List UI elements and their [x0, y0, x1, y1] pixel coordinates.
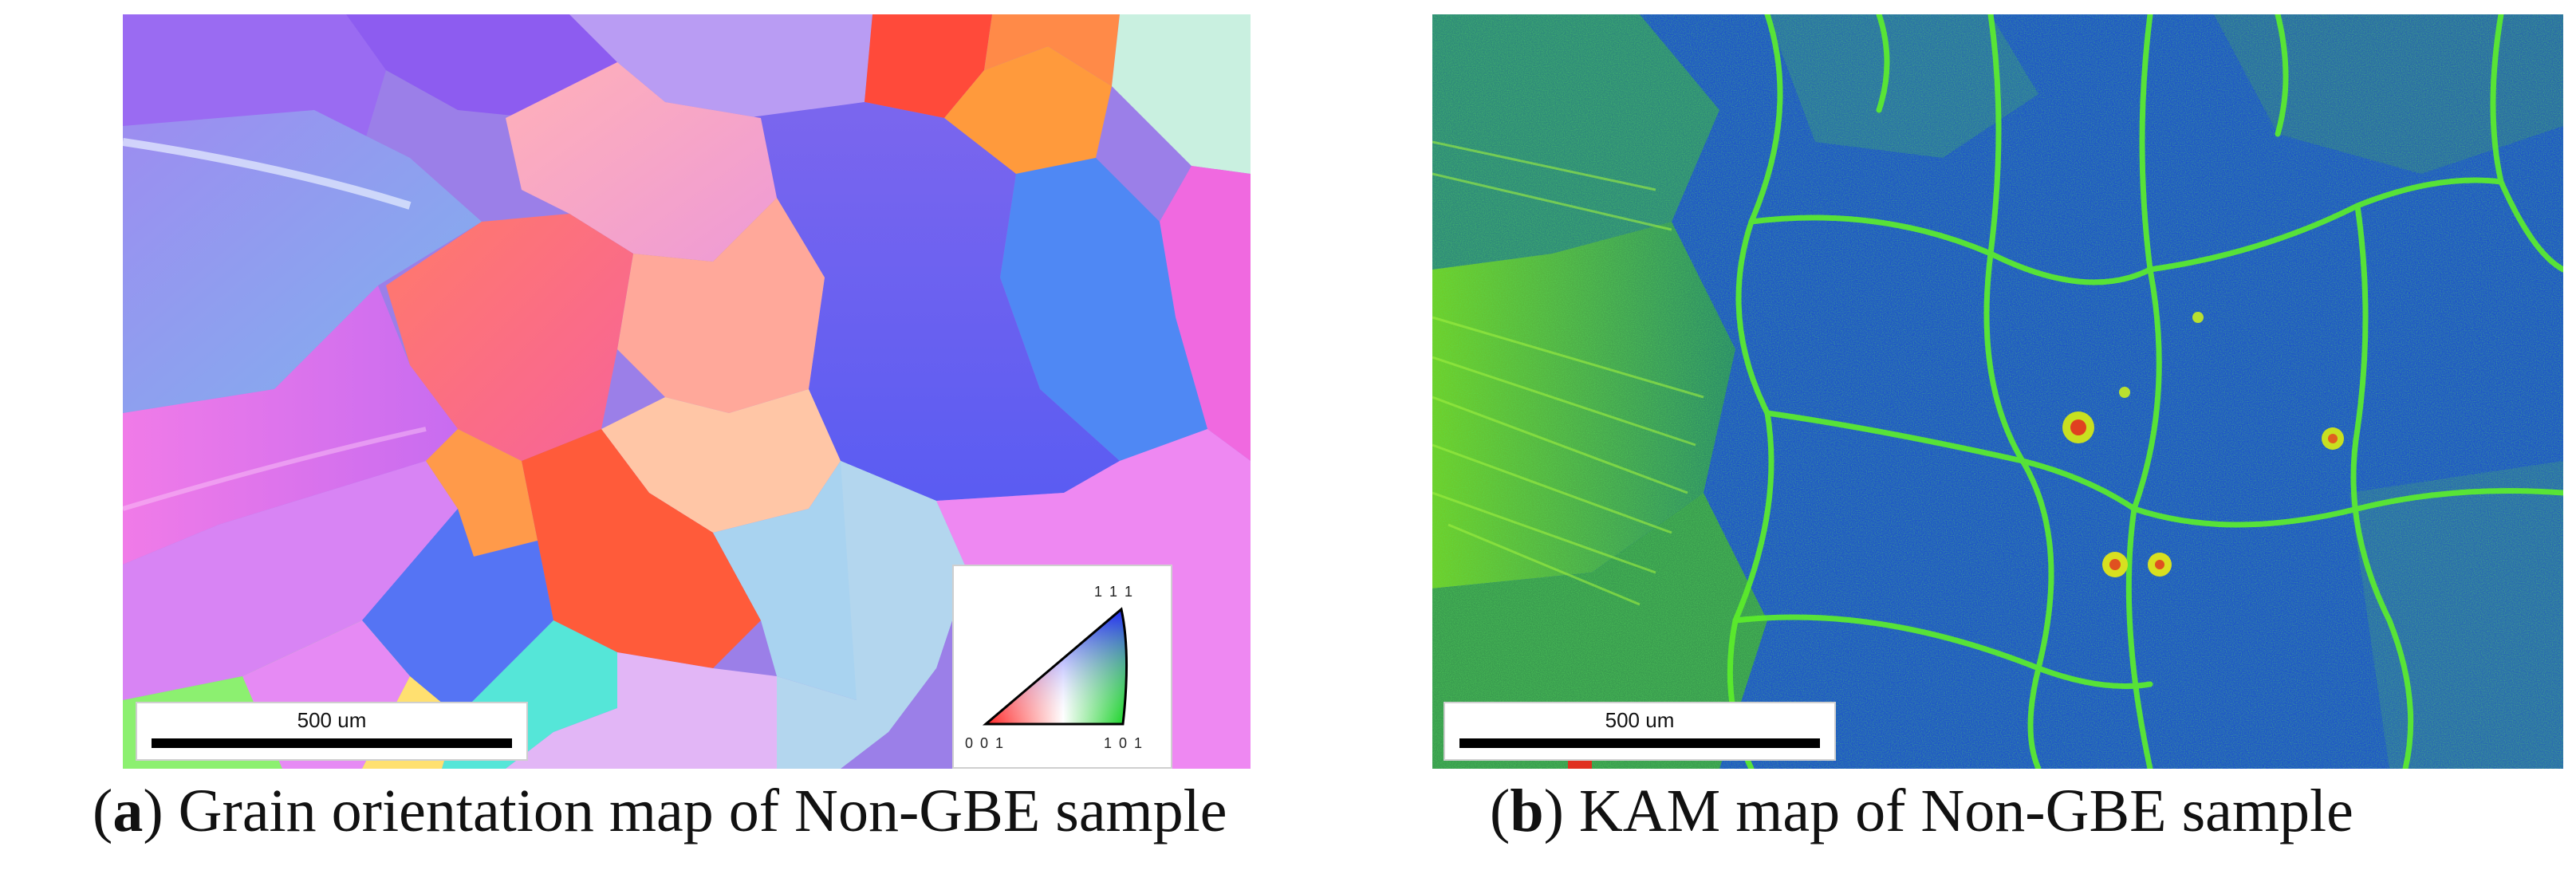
caption-b: (b) KAM map of Non-GBE sample: [1490, 777, 2353, 846]
caption-b-open: (: [1490, 777, 1511, 844]
ipf-label-101: 1 0 1: [1104, 735, 1144, 751]
scale-bar-line: [1459, 738, 1820, 748]
ipf-label-111: 1 1 1: [1094, 584, 1135, 600]
scale-bar-line: [152, 738, 512, 748]
caption-a-open: (: [93, 777, 113, 844]
kam-map: 500 um: [1432, 14, 2563, 769]
scale-bar: 500 um: [1444, 702, 1836, 761]
caption-a-text: Grain orientation map of Non-GBE sample: [163, 777, 1227, 844]
grain-orientation-map: 500 um 1 1 1 0 0 1 1 0 1: [123, 14, 1251, 769]
scale-bar-label: 500 um: [1605, 708, 1675, 732]
ipf-color-key: 1 1 1 0 0 1 1 0 1: [952, 565, 1172, 769]
scale-bar: 500 um: [136, 702, 528, 761]
ipf-triangle: [982, 607, 1128, 726]
ipf-label-001: 0 0 1: [965, 735, 1006, 751]
caption-b-letter: b: [1510, 777, 1544, 844]
scale-bar-label: 500 um: [297, 708, 367, 732]
caption-b-close: ): [1543, 777, 1564, 844]
caption-a-close: ): [143, 777, 163, 844]
kam-map-image: [1432, 14, 2563, 769]
caption-a-letter: a: [112, 777, 144, 844]
caption-b-text: KAM map of Non-GBE sample: [1563, 777, 2353, 844]
caption-a: (a) Grain orientation map of Non-GBE sam…: [93, 777, 1227, 846]
